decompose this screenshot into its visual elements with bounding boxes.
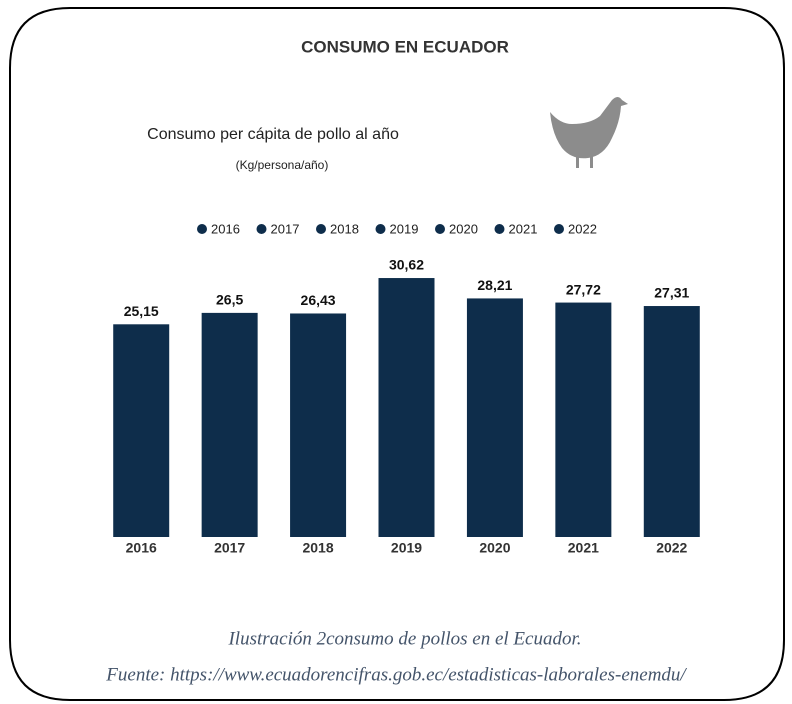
chicken-icon <box>550 97 628 168</box>
value-label: 25,15 <box>124 303 159 319</box>
legend-label: 2021 <box>509 221 538 236</box>
x-tick-label: 2018 <box>302 540 333 556</box>
bar <box>113 324 170 537</box>
x-tick-label: 2017 <box>214 540 245 556</box>
chart-subtitle: Consumo per cápita de pollo al año <box>147 126 399 143</box>
value-label: 27,72 <box>566 281 601 297</box>
bar <box>555 302 612 537</box>
value-label: 26,5 <box>216 292 243 308</box>
x-tick-label: 2022 <box>656 540 687 556</box>
legend-label: 2016 <box>211 221 240 236</box>
legend-marker <box>375 224 386 234</box>
unit-label: (Kg/persona/año) <box>236 158 329 172</box>
legend-marker <box>197 224 207 234</box>
frame <box>9 7 785 701</box>
bar <box>290 313 347 537</box>
bar <box>466 298 523 537</box>
legend-label: 2020 <box>449 221 478 236</box>
legend-label: 2017 <box>271 221 300 236</box>
x-tick-label: 2016 <box>126 540 157 556</box>
source: Fuente: https://www.ecuadorencifras.gob.… <box>105 664 687 685</box>
bar <box>201 312 258 537</box>
bar <box>643 306 700 537</box>
bar <box>378 278 435 537</box>
legend-label: 2018 <box>330 221 359 236</box>
legend-marker <box>435 224 445 234</box>
value-label: 28,21 <box>477 277 512 293</box>
legend-marker <box>494 224 505 234</box>
value-label: 27,31 <box>654 285 689 301</box>
x-tick-label: 2019 <box>391 540 422 556</box>
caption: Ilustración 2consumo de pollos en el Ecu… <box>227 628 581 649</box>
value-label: 26,43 <box>301 292 336 308</box>
legend-marker <box>316 224 326 234</box>
legend-marker <box>256 224 267 234</box>
legend-label: 2019 <box>390 221 419 236</box>
chart-title: CONSUMO EN ECUADOR <box>301 37 509 56</box>
legend-label: 2022 <box>568 221 597 236</box>
x-tick-label: 2020 <box>479 540 510 556</box>
legend-marker <box>554 224 564 234</box>
value-label: 30,62 <box>389 257 424 273</box>
x-tick-label: 2021 <box>568 540 599 556</box>
